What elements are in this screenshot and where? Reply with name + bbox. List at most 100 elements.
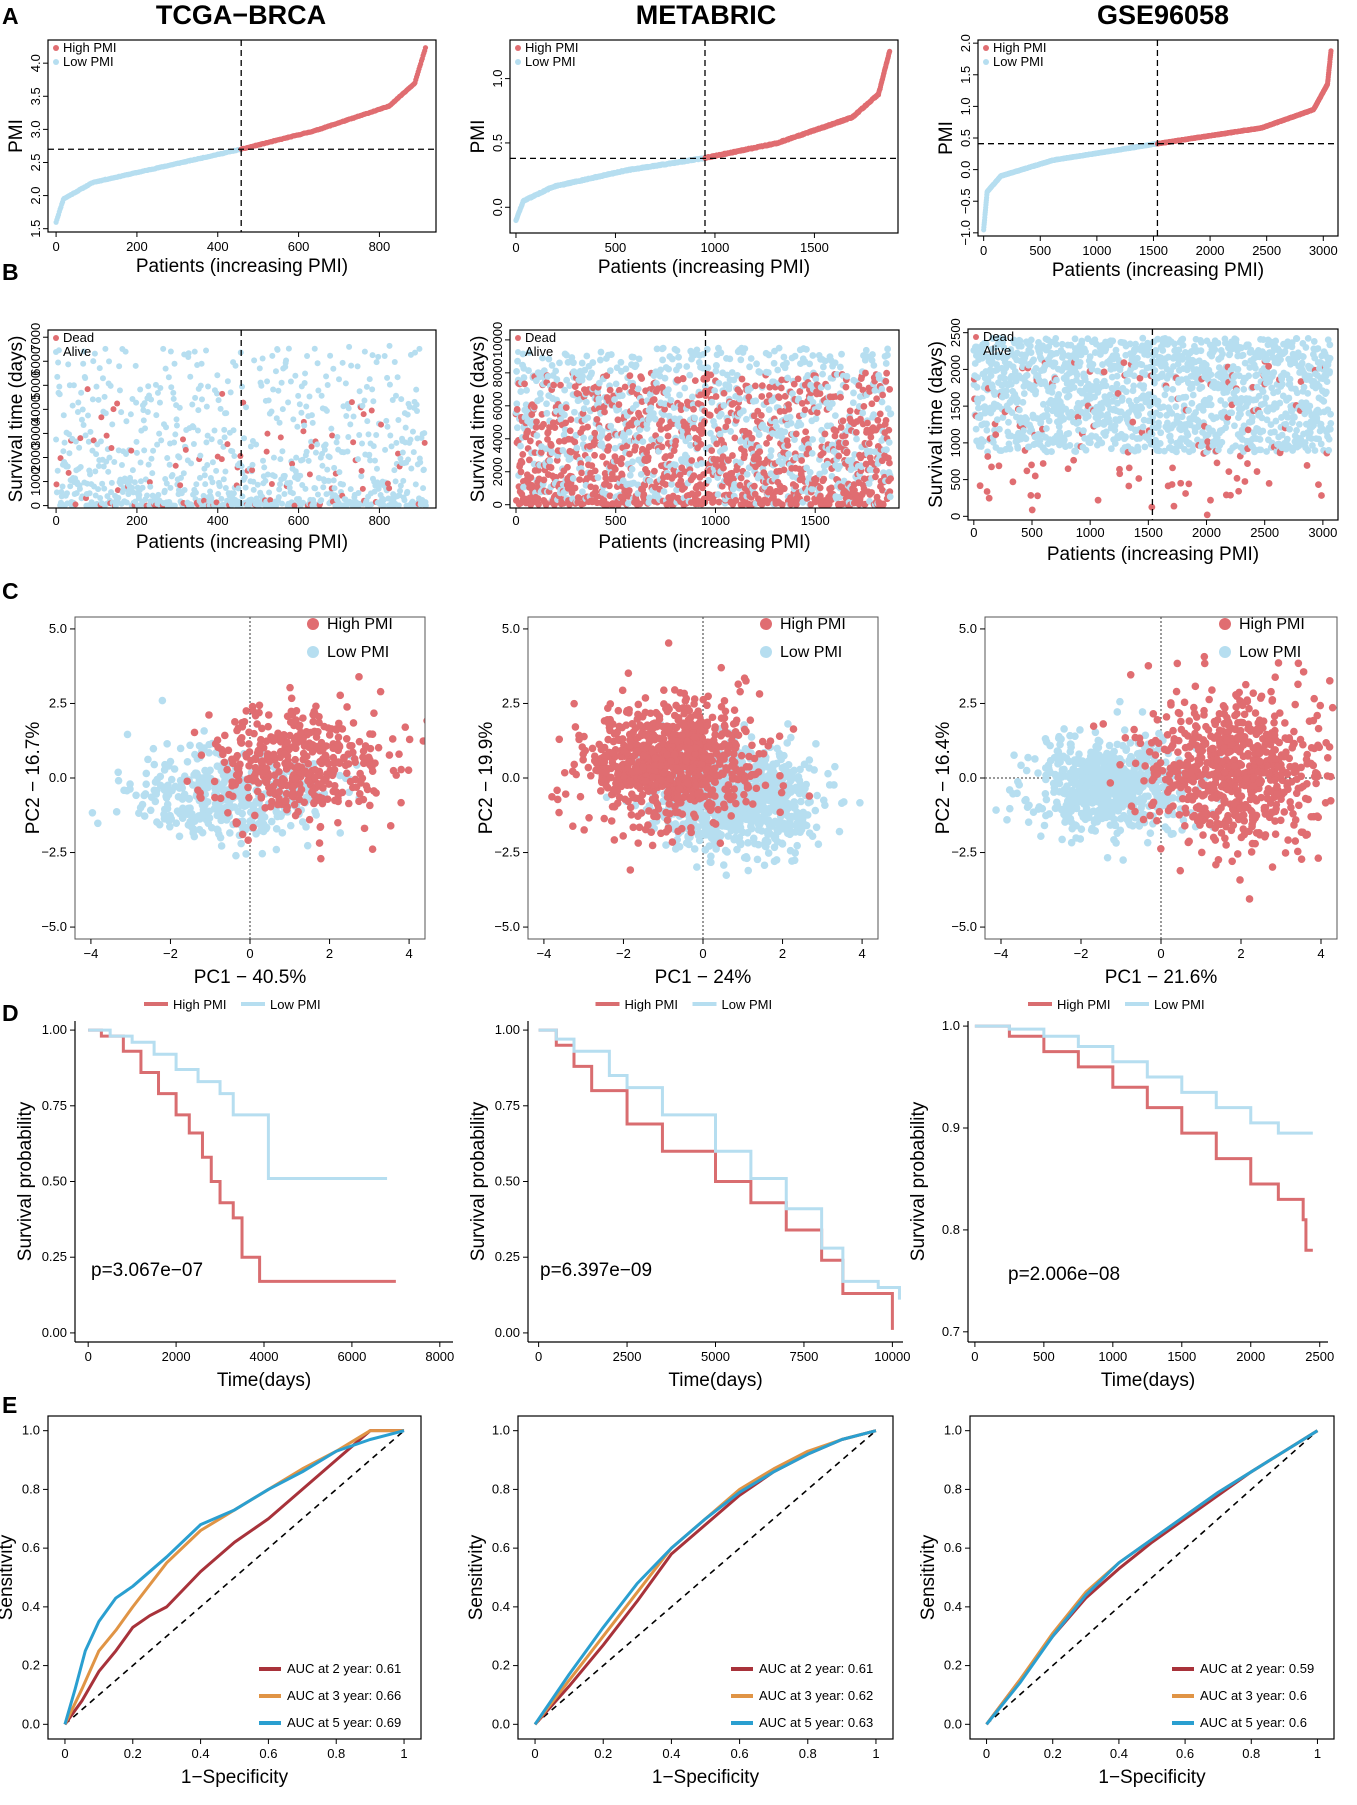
alive-point [137, 386, 144, 393]
y-tick-label: 1.0 [958, 97, 973, 115]
dead-point [621, 383, 629, 391]
alive-point [202, 481, 209, 488]
alive-point [101, 393, 108, 400]
alive-point [264, 471, 271, 478]
dead-point [664, 432, 672, 440]
dead-point [588, 462, 596, 469]
dead-point [614, 416, 622, 424]
alive-point [707, 429, 714, 437]
alive-point [181, 486, 188, 493]
alive-point [553, 376, 561, 383]
alive-point [218, 495, 225, 502]
alive-point [287, 479, 294, 486]
alive-point [150, 447, 157, 454]
x-tick-label: 1500 [800, 240, 829, 255]
alive-point [217, 405, 224, 412]
alive-point [624, 500, 632, 507]
dead-point [219, 390, 226, 397]
dead-point [606, 492, 614, 500]
dead-point [268, 480, 275, 487]
alive-point [108, 479, 115, 486]
alive-point [63, 490, 70, 497]
alive-point [407, 436, 414, 443]
alive-point [54, 373, 61, 380]
alive-point [176, 454, 183, 461]
alive-point [345, 433, 352, 440]
alive-point [101, 485, 108, 492]
dead-point [576, 476, 584, 484]
dead-point [638, 398, 646, 406]
alive-point [66, 450, 73, 457]
alive-point [279, 500, 286, 507]
alive-point [227, 389, 234, 396]
alive-point [65, 361, 72, 368]
alive-point [671, 415, 679, 423]
alive-point [579, 488, 586, 496]
alive-point [314, 441, 321, 448]
alive-point [621, 433, 628, 441]
alive-point [548, 362, 556, 369]
alive-point [213, 390, 220, 397]
alive-point [129, 484, 136, 491]
x-tick-label: 0 [512, 240, 519, 255]
alive-point [305, 457, 312, 464]
alive-point [198, 360, 205, 367]
alive-point [214, 372, 221, 379]
plot-area [512, 344, 895, 508]
alive-point [215, 490, 222, 497]
alive-point [108, 489, 115, 496]
alive-point [356, 388, 363, 395]
dead-point [672, 437, 680, 445]
alive-point [153, 412, 160, 419]
y-tick-label: 2000 [28, 443, 43, 472]
alive-point [133, 449, 140, 456]
alive-point [540, 367, 548, 375]
alive-point [412, 481, 419, 488]
alive-point [289, 490, 296, 497]
alive-point [171, 502, 178, 508]
dead-point [644, 454, 652, 461]
alive-point [370, 398, 377, 405]
alive-point [296, 401, 303, 408]
plot-area [513, 48, 893, 224]
alive-point [59, 483, 66, 490]
alive-point [203, 403, 210, 410]
alive-point [369, 386, 376, 393]
alive-point [705, 476, 712, 484]
alive-point [573, 444, 581, 452]
alive-point [95, 463, 102, 470]
dead-point [658, 417, 666, 425]
plot-frame [509, 39, 899, 234]
dead-point [632, 443, 639, 451]
alive-point [161, 487, 168, 494]
alive-point [393, 439, 400, 446]
dead-point [657, 425, 665, 433]
dead-point [606, 386, 614, 394]
alive-point [389, 396, 396, 403]
x-tick-label: 800 [369, 239, 391, 254]
alive-point [630, 353, 637, 361]
alive-point [519, 350, 527, 358]
alive-point [595, 395, 603, 403]
dead-point [553, 456, 561, 464]
dead-point [661, 405, 669, 413]
alive-point [133, 399, 140, 406]
alive-point [141, 400, 148, 407]
alive-point [350, 413, 357, 420]
dead-point [662, 481, 669, 488]
dead-point [670, 447, 678, 454]
alive-point [222, 468, 229, 475]
alive-point [56, 383, 63, 390]
dead-point [72, 501, 79, 508]
alive-point [552, 367, 560, 375]
alive-point [597, 348, 605, 356]
alive-point [127, 411, 134, 418]
alive-point [262, 477, 269, 484]
dead-point [348, 399, 355, 406]
alive-point [137, 478, 144, 485]
dead-point [395, 450, 402, 457]
dead-point [684, 426, 692, 434]
alive-point [192, 489, 199, 496]
